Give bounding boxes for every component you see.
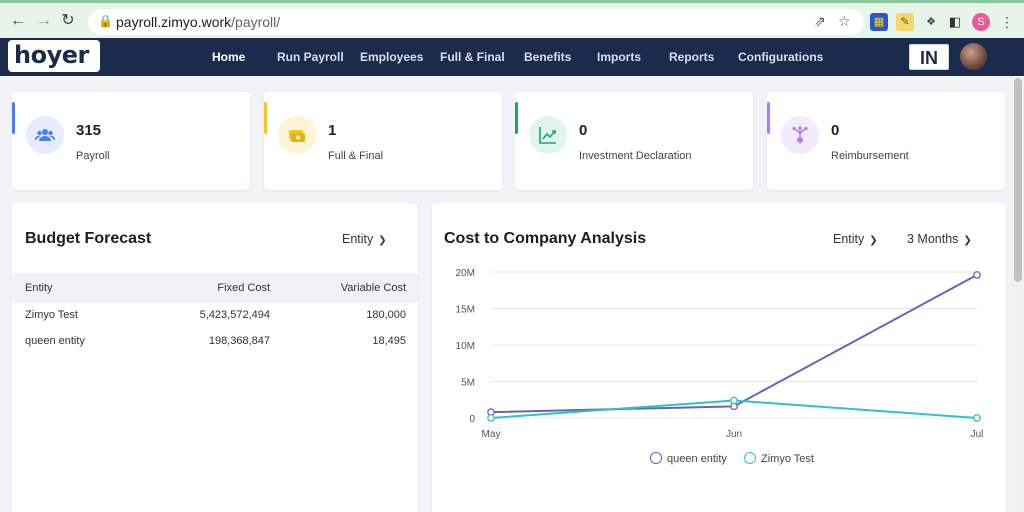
row-fixed-cost: 198,368,847 bbox=[208, 335, 270, 347]
stat-card-investment-declaration[interactable]: 0 Investment Declaration bbox=[515, 92, 753, 190]
stat-value: 0 bbox=[579, 122, 588, 139]
stat-label: Investment Declaration bbox=[579, 150, 692, 162]
data-point bbox=[730, 396, 738, 405]
series-line-0 bbox=[490, 274, 978, 414]
stat-value: 315 bbox=[76, 122, 102, 139]
users-icon bbox=[26, 116, 64, 154]
ctc-entity-dropdown[interactable]: Entity ❯ bbox=[833, 232, 878, 246]
trend-up-icon bbox=[529, 116, 567, 154]
y-tick-label: 15M bbox=[456, 305, 475, 316]
card-accent bbox=[264, 102, 267, 134]
app-header: hoyer Home Run Payroll Employees Full & … bbox=[0, 38, 1024, 76]
stat-label: Reimbursement bbox=[831, 150, 909, 162]
chevron-down-icon: ❯ bbox=[963, 235, 972, 246]
browser-toolbar: ← → ↻ 🔒 payroll.zimyo.work/payroll/ ⇗ ☆ … bbox=[0, 0, 1024, 38]
ctc-analysis-title: Cost to Company Analysis bbox=[444, 230, 647, 247]
row-entity: queen entity bbox=[25, 335, 85, 347]
legend-label: queen entity bbox=[667, 453, 727, 465]
nav-home[interactable]: Home bbox=[212, 50, 246, 64]
ctc-analysis-panel: Cost to Company Analysis Entity ❯ 3 Month… bbox=[432, 203, 1006, 512]
page-scrollbar[interactable] bbox=[1012, 76, 1024, 512]
row-fixed-cost: 5,423,572,494 bbox=[199, 309, 270, 321]
stat-value: 1 bbox=[328, 122, 337, 139]
chevron-down-icon: ❯ bbox=[869, 235, 878, 246]
legend-item[interactable]: Zimyo Test bbox=[744, 452, 814, 465]
chevron-down-icon: ❯ bbox=[378, 235, 387, 246]
more-menu-icon[interactable]: ⋮ bbox=[1000, 14, 1014, 30]
stat-label: Full & Final bbox=[328, 150, 384, 162]
y-tick-label: 0 bbox=[469, 414, 475, 425]
column-header-fixed-cost: Fixed Cost bbox=[217, 282, 270, 294]
legend-label: Zimyo Test bbox=[761, 453, 814, 465]
address-url: payroll.zimyo.work/payroll/ bbox=[116, 14, 280, 30]
reimbursement-icon bbox=[781, 116, 819, 154]
side-panel-icon[interactable]: ◧ bbox=[948, 14, 962, 29]
address-bar[interactable]: 🔒 payroll.zimyo.work/payroll/ ⇗ ☆ bbox=[88, 9, 864, 35]
x-tick-label: May bbox=[482, 429, 501, 440]
extension-icon[interactable]: ▦ bbox=[870, 13, 888, 31]
card-accent bbox=[515, 102, 518, 134]
hoyer-logo[interactable]: hoyer bbox=[8, 40, 100, 72]
card-accent bbox=[12, 102, 15, 134]
card-accent bbox=[767, 102, 770, 134]
ctc-line-chart: 0 5M 10M 15M 20M May Jun Jul bbox=[456, 268, 984, 440]
row-variable-cost: 180,000 bbox=[366, 309, 406, 321]
puzzle-icon[interactable]: ❖ bbox=[926, 16, 936, 28]
budget-table-header: Entity Fixed Cost Variable Cost bbox=[12, 273, 418, 303]
data-point bbox=[973, 414, 981, 422]
url-path: /payroll/ bbox=[231, 14, 281, 30]
data-point bbox=[973, 271, 981, 279]
user-avatar[interactable] bbox=[960, 43, 987, 70]
column-header-variable-cost: Variable Cost bbox=[340, 282, 406, 294]
nav-employees[interactable]: Employees bbox=[360, 50, 424, 64]
scrollbar-thumb[interactable] bbox=[1014, 78, 1022, 282]
nav-configurations[interactable]: Configurations bbox=[738, 50, 824, 64]
stat-label: Payroll bbox=[76, 150, 110, 162]
y-tick-label: 5M bbox=[461, 378, 475, 389]
budget-forecast-panel: Budget Forecast Entity ❯ Entity Fixed Cos… bbox=[12, 203, 418, 512]
nav-benefits[interactable]: Benefits bbox=[524, 50, 572, 64]
lock-icon: 🔒 bbox=[98, 14, 113, 28]
back-arrow-icon[interactable]: ← bbox=[10, 12, 26, 29]
forward-arrow-icon[interactable]: → bbox=[36, 12, 52, 29]
y-tick-label: 10M bbox=[456, 341, 475, 352]
row-entity: Zimyo Test bbox=[25, 309, 78, 321]
budget-forecast-title: Budget Forecast bbox=[25, 230, 152, 247]
row-variable-cost: 18,495 bbox=[372, 335, 406, 347]
bookmark-star-icon[interactable]: ☆ bbox=[838, 13, 851, 29]
nav-full-and-final[interactable]: Full & Final bbox=[440, 50, 505, 64]
stat-card-reimbursement[interactable]: 0 Reimbursement bbox=[767, 92, 1005, 190]
nav-imports[interactable]: Imports bbox=[597, 50, 642, 64]
nav-reports[interactable]: Reports bbox=[669, 50, 715, 64]
x-tick-label: Jul bbox=[971, 429, 984, 440]
url-host: payroll.zimyo.work bbox=[116, 14, 232, 30]
reload-icon[interactable]: ↻ bbox=[61, 12, 75, 29]
legend-marker bbox=[744, 452, 756, 464]
stat-value: 0 bbox=[831, 122, 840, 139]
x-tick-label: Jun bbox=[726, 429, 742, 440]
legend-item[interactable]: queen entity bbox=[650, 452, 727, 465]
budget-entity-dropdown[interactable]: Entity ❯ bbox=[342, 232, 387, 246]
stat-card-payroll[interactable]: 315 Payroll bbox=[12, 92, 250, 190]
dropdown-label: Entity bbox=[342, 232, 374, 246]
dropdown-label: 3 Months bbox=[907, 232, 959, 246]
nav-run-payroll[interactable]: Run Payroll bbox=[277, 50, 344, 64]
extension-icon[interactable]: ✎ bbox=[896, 13, 914, 31]
dropdown-label: Entity bbox=[833, 232, 865, 246]
country-badge[interactable]: IN bbox=[909, 44, 949, 70]
data-point bbox=[487, 414, 495, 422]
share-icon[interactable]: ⇗ bbox=[814, 13, 826, 29]
stat-card-full-and-final[interactable]: 1 Full & Final bbox=[264, 92, 502, 190]
y-tick-label: 20M bbox=[456, 268, 475, 279]
legend-marker bbox=[650, 452, 662, 464]
column-header-entity: Entity bbox=[25, 282, 53, 294]
money-icon bbox=[278, 116, 316, 154]
ctc-period-dropdown[interactable]: 3 Months ❯ bbox=[907, 232, 972, 246]
profile-avatar[interactable]: S bbox=[972, 13, 990, 31]
logo-text: hoyer bbox=[14, 41, 89, 69]
